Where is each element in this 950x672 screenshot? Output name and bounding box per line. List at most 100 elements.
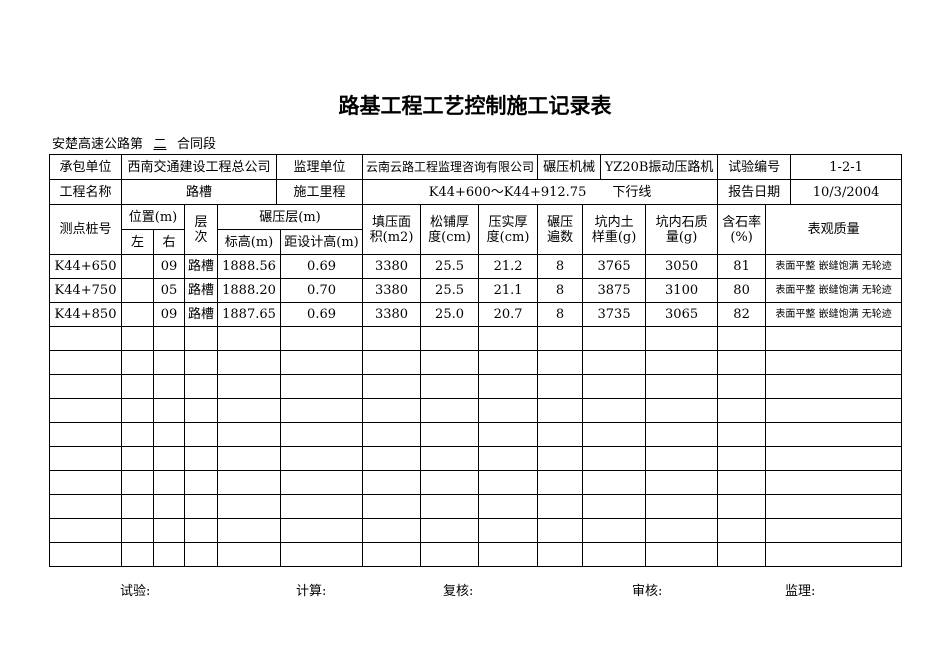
cell-passes	[537, 542, 584, 567]
cell-fill-area	[362, 518, 422, 543]
date-label: 报告日期	[717, 179, 792, 205]
cell-quality	[765, 350, 903, 375]
cell-compacted	[478, 470, 539, 495]
cell-right	[153, 350, 185, 375]
cell-passes: 8	[537, 254, 584, 279]
cell-fill-area	[362, 470, 422, 495]
cell-pile	[49, 374, 122, 399]
project: 路槽	[120, 179, 278, 205]
mileage-label: 施工里程	[276, 179, 364, 205]
contractor-label: 承包单位	[49, 154, 122, 180]
cell-quality	[765, 398, 903, 423]
cell-design-diff	[280, 494, 364, 519]
cell-compacted	[478, 422, 539, 447]
cell-right	[153, 326, 185, 351]
footer-calc: 计算:	[296, 584, 327, 599]
cell-layer: 路槽	[184, 254, 218, 279]
cell-rate: 80	[717, 278, 767, 303]
cell-compacted: 21.1	[478, 278, 539, 303]
machine: YZ20B振动压路机	[600, 154, 719, 180]
cell-elevation: 1887.65	[216, 302, 282, 327]
header-soil: 坑内土样重(g)	[582, 204, 647, 255]
info-row-1: 承包单位 西南交通建设工程总公司 监理单位 云南云路工程监理咨询有限公司 碾压机…	[49, 154, 903, 180]
cell-design-diff	[280, 398, 364, 423]
supervisor-label: 监理单位	[276, 154, 364, 180]
cell-loose	[420, 518, 480, 543]
cell-soil	[582, 374, 647, 399]
table-row	[49, 518, 903, 543]
cell-design-diff	[280, 374, 364, 399]
table-row	[49, 494, 903, 519]
info-row-2: 工程名称 路槽 施工里程 K44+600～K44+912.75 下行线 报告日期…	[49, 179, 903, 205]
table-row	[49, 374, 903, 399]
cell-compacted	[478, 326, 539, 351]
cell-left	[121, 398, 154, 423]
cell-loose	[420, 350, 480, 375]
table-row	[49, 326, 903, 351]
cell-design-diff	[280, 470, 364, 495]
cell-loose	[420, 422, 480, 447]
report-date: 10/3/2004	[790, 179, 903, 205]
cell-fill-area	[362, 542, 422, 567]
mileage: K44+600～K44+912.75 下行线	[362, 179, 719, 205]
table-row	[49, 398, 903, 423]
cell-fill-area	[362, 446, 422, 471]
cell-fill-area	[362, 326, 422, 351]
cell-passes	[537, 374, 584, 399]
supervisor: 云南云路工程监理咨询有限公司	[362, 154, 539, 180]
cell-loose: 25.5	[420, 278, 480, 303]
cell-stone	[645, 446, 719, 471]
cell-loose: 25.5	[420, 254, 480, 279]
cell-right	[153, 542, 185, 567]
cell-stone	[645, 350, 719, 375]
header-row-1: 测点桩号 位置(m) 层次 碾压层(m) 填压面积(m2) 松铺厚度(cm) 压…	[49, 204, 903, 255]
header-fill-area: 填压面积(m2)	[362, 204, 422, 255]
cell-quality	[765, 326, 903, 351]
header-elevation: 标高(m)	[216, 229, 282, 255]
cell-loose	[420, 494, 480, 519]
cell-rate	[717, 398, 767, 423]
cell-rate	[717, 470, 767, 495]
cell-quality	[765, 422, 903, 447]
cell-design-diff	[280, 422, 364, 447]
cell-stone: 3050	[645, 254, 719, 279]
cell-passes	[537, 398, 584, 423]
cell-layer	[184, 494, 218, 519]
cell-right	[153, 422, 185, 447]
cell-elevation	[216, 422, 282, 447]
header-layer: 层次	[184, 204, 218, 255]
cell-design-diff	[280, 326, 364, 351]
machine-label: 碾压机械	[537, 154, 602, 180]
cell-stone	[645, 518, 719, 543]
cell-quality	[765, 518, 903, 543]
cell-left	[121, 518, 154, 543]
cell-rate	[717, 350, 767, 375]
test-no: 1-2-1	[790, 154, 903, 180]
cell-elevation	[216, 326, 282, 351]
cell-right	[153, 374, 185, 399]
cell-compacted	[478, 518, 539, 543]
cell-pile: K44+750	[49, 278, 122, 303]
footer-review: 复核:	[443, 584, 474, 599]
cell-soil	[582, 494, 647, 519]
contractor: 西南交通建设工程总公司	[120, 154, 278, 180]
section-number: 二	[153, 137, 167, 152]
table-row	[49, 350, 903, 375]
cell-elevation	[216, 446, 282, 471]
cell-elevation	[216, 350, 282, 375]
cell-elevation: 1888.56	[216, 254, 282, 279]
cell-layer: 路槽	[184, 278, 218, 303]
cell-pile: K44+650	[49, 254, 122, 279]
cell-soil	[582, 326, 647, 351]
cell-left	[121, 446, 154, 471]
cell-pile	[49, 398, 122, 423]
cell-left	[121, 542, 154, 567]
header-design-diff: 距设计高(m)	[280, 229, 364, 255]
cell-stone	[645, 542, 719, 567]
cell-stone	[645, 326, 719, 351]
cell-left	[121, 422, 154, 447]
cell-elevation	[216, 518, 282, 543]
cell-left	[121, 278, 154, 303]
cell-stone: 3065	[645, 302, 719, 327]
cell-quality: 表面平整 嵌缝饱满 无轮迹	[765, 302, 903, 327]
